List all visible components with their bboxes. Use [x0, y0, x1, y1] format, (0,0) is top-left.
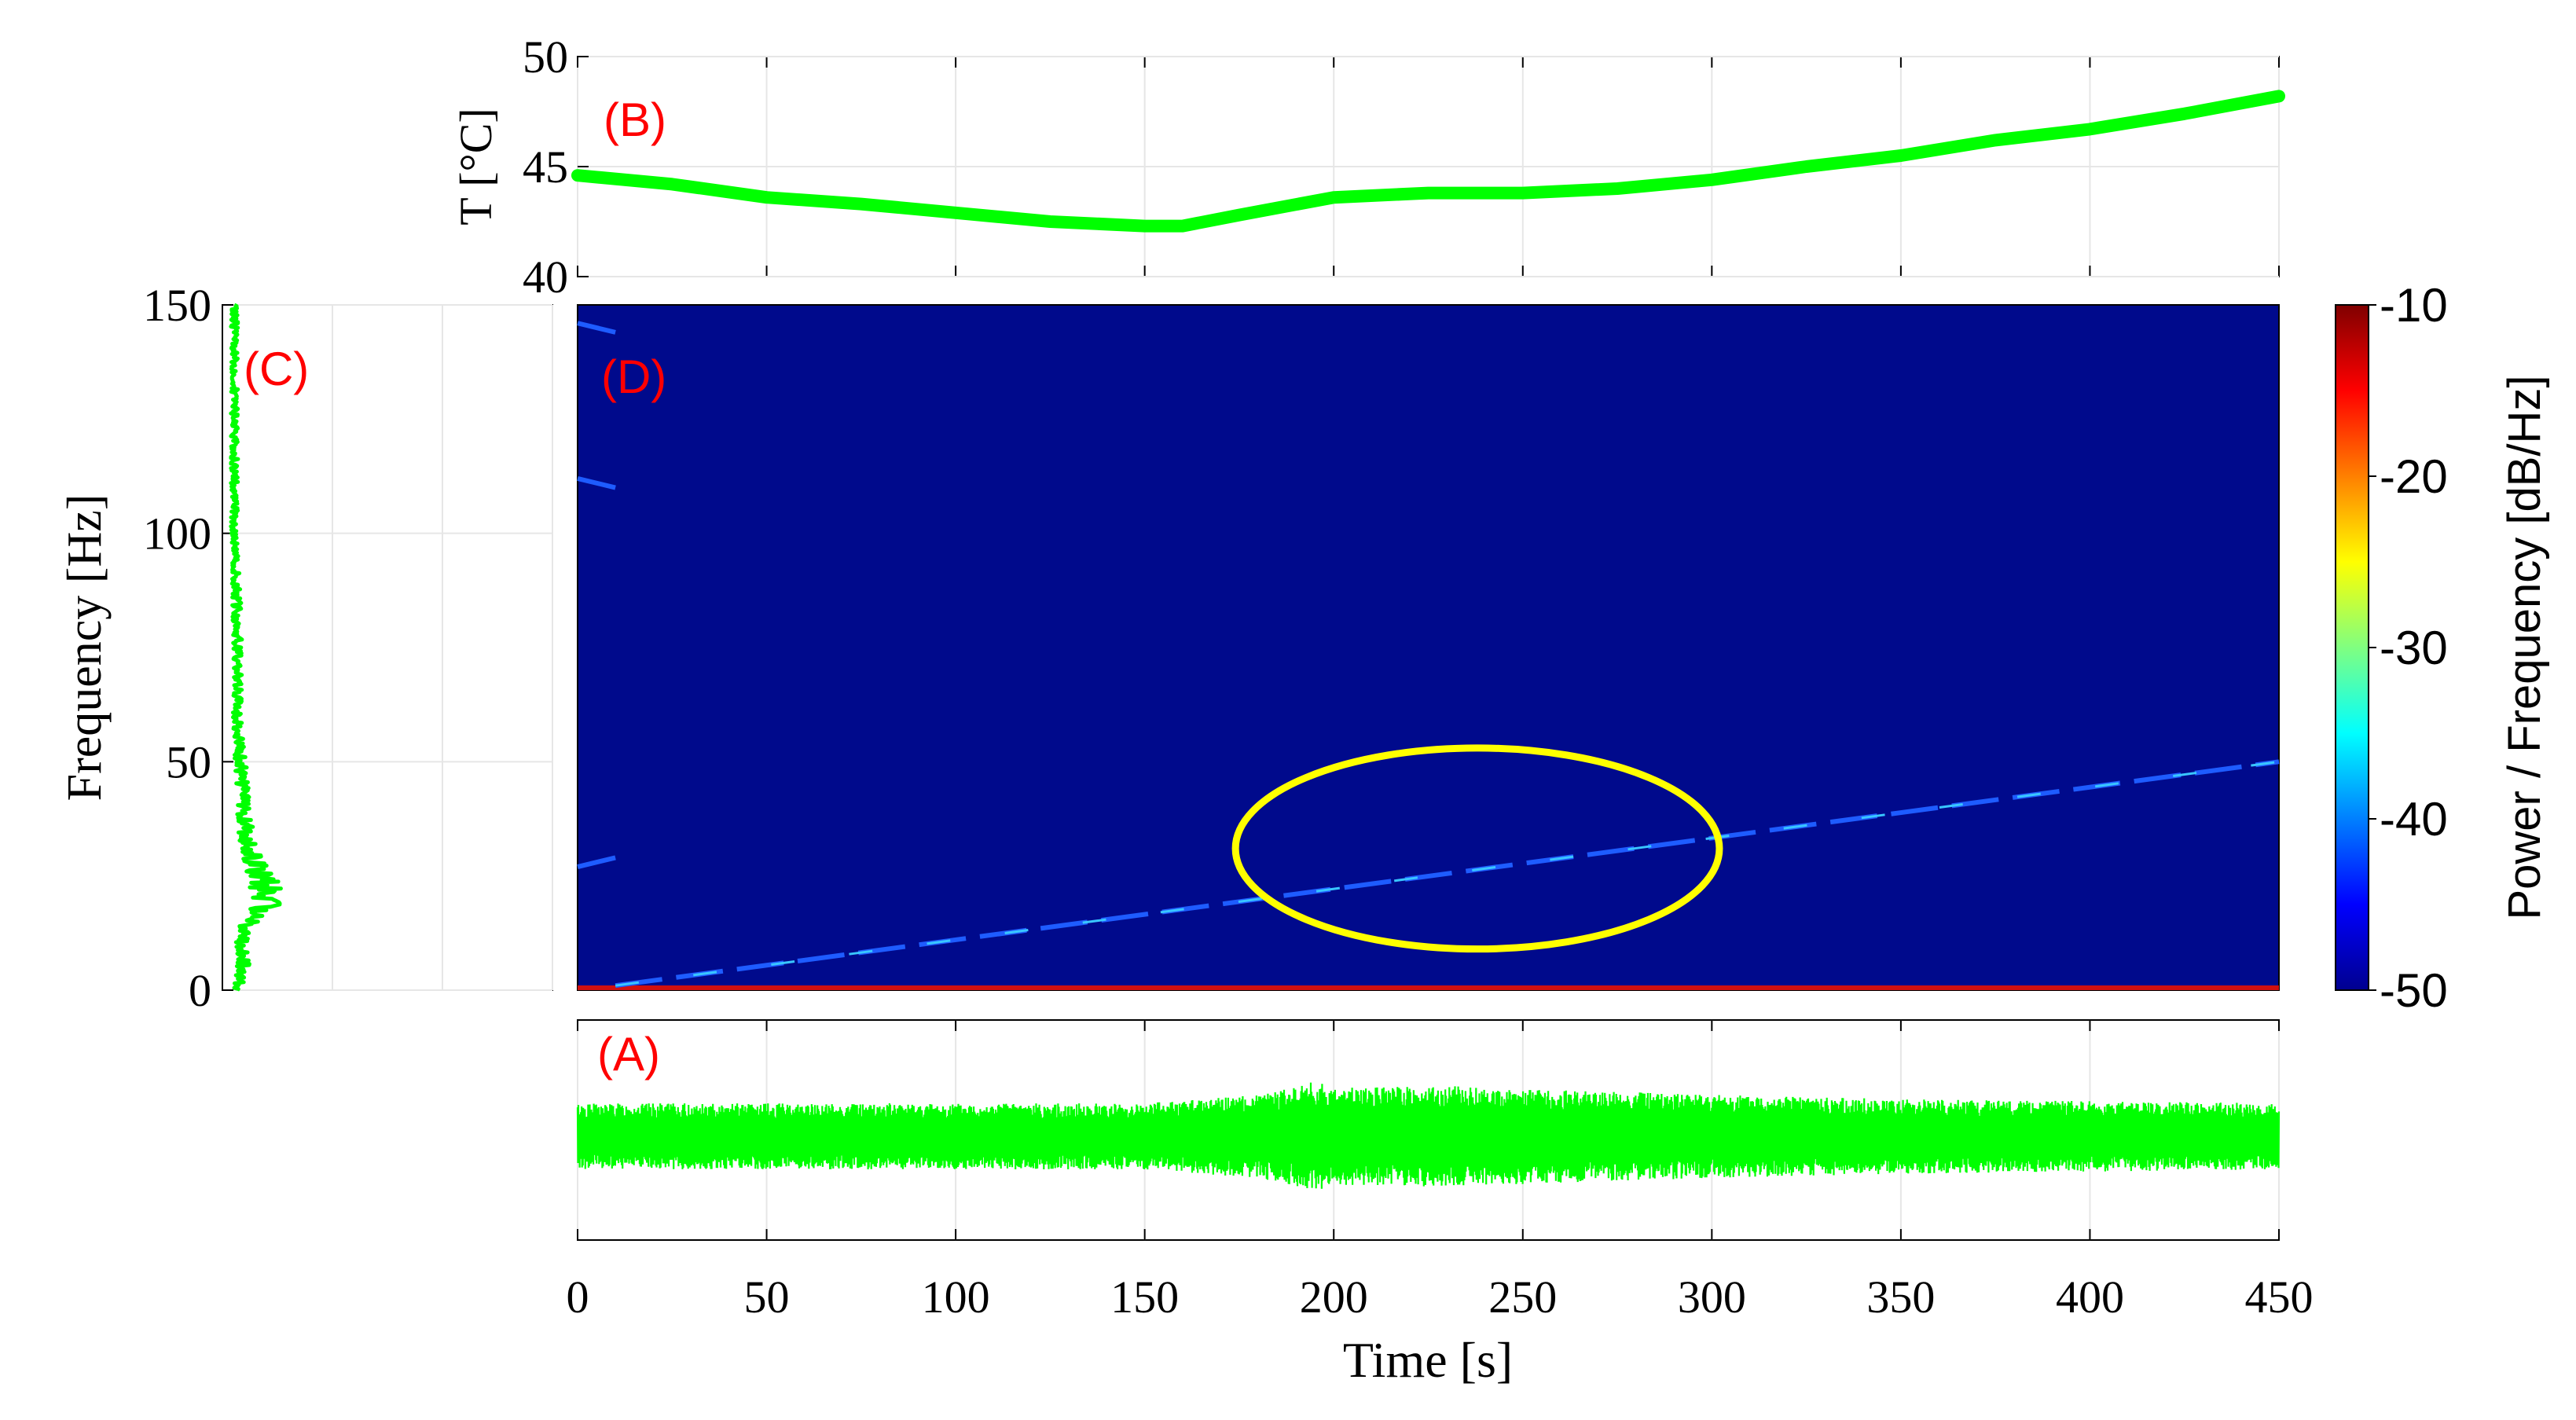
x-tick-label: 300: [1678, 1271, 1746, 1323]
panel-c-label: (C): [244, 343, 309, 395]
x-tick-label: 50: [744, 1271, 790, 1323]
panel-c-axes: [222, 304, 553, 991]
colorbar-tick-label: -20: [2380, 450, 2448, 503]
y-tick-label: 100: [143, 508, 211, 560]
y-tick-label: 0: [189, 965, 211, 1016]
colorbar-ticks: -10 -20 -30 -40 -50: [2369, 279, 2448, 1017]
colorbar-tick-label: -50: [2380, 964, 2448, 1017]
panel-a-xlabel: Time [s]: [1343, 1332, 1513, 1388]
colorbar-tick-label: -40: [2380, 793, 2448, 846]
panel-b-grid: [577, 56, 2280, 277]
y-tick-label: 50: [166, 736, 211, 787]
spectrogram-zero-band: [578, 985, 2279, 990]
y-tick-label: 45: [523, 141, 568, 193]
y-tick-label: 40: [523, 251, 568, 303]
colorbar-gradient: [2335, 304, 2369, 991]
spectrogram-ridge: [577, 321, 616, 335]
x-tick-label: 0: [567, 1271, 589, 1323]
spectrogram-ridge: [577, 475, 616, 490]
colorbar-tick-label: -30: [2380, 622, 2448, 674]
panel-a-label: (A): [597, 1028, 660, 1081]
x-tick-label: 450: [2245, 1271, 2314, 1323]
spectrogram-ridge: [615, 759, 2280, 989]
x-tick-label: 200: [1300, 1271, 1368, 1323]
colorbar-label: Power / Frequency [dB/Hz]: [2499, 375, 2550, 919]
y-tick-label: 150: [143, 280, 211, 331]
x-tick-label: 150: [1110, 1271, 1179, 1323]
x-tick-label: 100: [922, 1271, 990, 1323]
panel-c-grid: [222, 304, 553, 991]
x-tick-label: 250: [1488, 1271, 1557, 1323]
temperature-line: [571, 90, 2285, 233]
spectrum-line: [229, 303, 283, 992]
colorbar: -10 -20 -30 -40 -50 Power / Frequency [dB/Hz…: [2335, 279, 2550, 1017]
panel-a: 0 50 100 150 200 250 300 350 400 450 Time [s] (A): [567, 1019, 2314, 1388]
x-tick-label: 350: [1866, 1271, 1935, 1323]
panel-a-xticks: 0 50 100 150 200 250 300 350 400 450: [567, 1271, 2314, 1323]
panel-b-yticks: 40 45 50: [523, 31, 589, 303]
colorbar-tick-label: -10: [2380, 279, 2448, 332]
panel-c: 0 50 100 150 Frequency [Hz] (C): [58, 280, 553, 1016]
signal-waveform: [576, 1082, 2281, 1189]
spectrogram-background: [577, 304, 2280, 991]
y-tick-label: 50: [523, 31, 568, 83]
panel-d-label: (D): [601, 350, 666, 403]
panel-b: 40 45 50 T [°C] (B): [450, 31, 2285, 303]
panel-c-yticks: 0 50 100 150: [143, 280, 233, 1016]
x-tick-label: 400: [2056, 1271, 2124, 1323]
spectrogram-ridges: [577, 321, 2280, 989]
panel-b-ylabel: T [°C]: [450, 108, 501, 225]
panel-c-ylabel: Frequency [Hz]: [58, 494, 112, 802]
spectrogram-ridge: [577, 855, 616, 869]
panel-d: (D): [577, 304, 2280, 991]
highlight-ellipse: [1231, 744, 1723, 953]
panel-b-label: (B): [604, 94, 666, 146]
